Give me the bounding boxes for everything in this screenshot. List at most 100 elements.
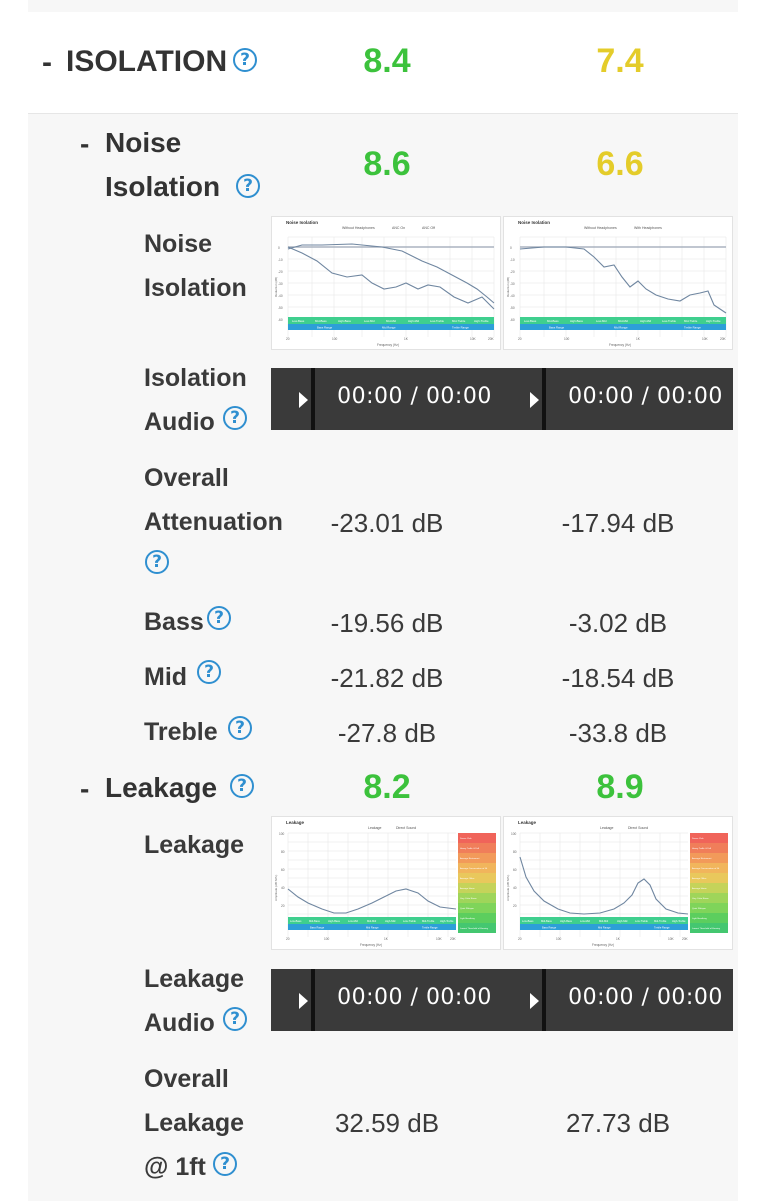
leakage-graph-b[interactable]: Leakage Leakage Direct Sound 100 80 60 4… xyxy=(503,816,733,950)
leak-b-xtick: 20 xyxy=(518,937,522,941)
leak-a-ytick: 20 xyxy=(281,904,285,908)
leak-a-range: Bass Range xyxy=(310,926,325,930)
leak-b-band: Low-Treble xyxy=(635,919,648,923)
graph-b-band: High-Mid xyxy=(640,319,652,323)
treble-help-icon[interactable]: ? xyxy=(228,716,252,740)
isolation-audio-help-icon[interactable]: ? xyxy=(223,406,247,430)
graph-b-ytick: -20 xyxy=(510,270,515,274)
mid-help-icon[interactable]: ? xyxy=(197,660,221,684)
leakage-graph-a-svg: Leakage Leakage Direct Sound 100 80 60 4… xyxy=(274,820,496,947)
isolation-audio-player-b[interactable]: 00:00 / 00:00 xyxy=(502,368,733,430)
leak-b-ytick: 20 xyxy=(513,904,517,908)
isolation-audio-player: 00:00 / 00:00 00:00 / 00:00 xyxy=(271,368,733,430)
leak-a-ytick: 80 xyxy=(281,850,285,854)
leak-a-range: Mid Range xyxy=(366,926,379,930)
collapse-isolation-toggle[interactable]: - xyxy=(42,46,52,79)
leak-b-band: High-Bass xyxy=(560,919,573,923)
leakage-audio-help-icon[interactable]: ? xyxy=(223,1007,247,1031)
graph-a-band: Mid-Bass xyxy=(315,319,327,323)
leakage-audio-player-a[interactable]: 00:00 / 00:00 xyxy=(271,969,502,1031)
graph-b-ytick: -60 xyxy=(510,318,515,322)
graph-b-band: High-Bass xyxy=(570,319,584,323)
overall-leakage-value-a: 32.59 dB xyxy=(334,1108,440,1138)
noise-isolation-graph-b-svg: Noise Isolation Without Headphones With … xyxy=(506,220,727,347)
graph-b-ytick: -50 xyxy=(510,306,515,310)
leakage-title[interactable]: Leakage xyxy=(105,772,218,803)
graph-b-legend-1: Without Headphones xyxy=(584,226,617,230)
play-icon[interactable] xyxy=(299,392,308,408)
overall-attenuation-value-a: -23.01 dB xyxy=(330,508,444,538)
graph-a-ytick: -30 xyxy=(278,282,283,286)
leak-a-scale-label: Heavy Traffic & Drill xyxy=(460,847,480,850)
collapse-noise-isolation-toggle[interactable]: - xyxy=(80,128,90,159)
leak-a-band-strip xyxy=(288,917,456,930)
leak-b-xtick: 20K xyxy=(682,937,689,941)
panel-top-strip xyxy=(28,0,738,12)
leak-a-xtick: 20 xyxy=(286,937,290,941)
leakage-score-a: 8.2 xyxy=(363,768,411,806)
progress-handle[interactable] xyxy=(311,969,315,1031)
bass-help-icon[interactable]: ? xyxy=(207,606,231,630)
leak-b-scale-label: Very Calm Room xyxy=(692,897,709,900)
graph-b-xtick: 1K xyxy=(636,337,641,341)
leak-a-band: Mid-Treble xyxy=(422,919,435,923)
leak-a-band: Low-Bass xyxy=(290,919,302,923)
graph-a-xtick: 100 xyxy=(332,337,338,341)
graph-b-xtick: 20 xyxy=(518,337,522,341)
noise-isolation-graph-b[interactable]: Noise Isolation Without Headphones With … xyxy=(503,216,733,350)
leak-b-band: Mid-Mid xyxy=(599,919,609,923)
noise-isolation-graph-label-1: Noise xyxy=(144,230,213,258)
leak-a-scale-label: Dense Club xyxy=(460,838,472,840)
graph-b-ytick: -40 xyxy=(510,294,515,298)
graph-a-y-ticks: 0 -10 -20 -30 -40 -50 -60 xyxy=(278,246,283,322)
treble-value-a: -27.8 dB xyxy=(337,718,437,748)
noise-isolation-title-1[interactable]: Noise xyxy=(105,127,182,158)
noise-isolation-graph-a[interactable]: Noise Isolation Without Headphones ANC O… xyxy=(271,216,501,350)
noise-isolation-title-2[interactable]: Isolation xyxy=(105,171,221,202)
leak-b-band: Low-Mid xyxy=(580,919,590,923)
graph-a-ytick: -20 xyxy=(278,270,283,274)
graph-a-band: Low-Bass xyxy=(292,319,305,323)
leakage-audio-player-b[interactable]: 00:00 / 00:00 xyxy=(502,969,733,1031)
leak-a-band: Low-Treble xyxy=(403,919,416,923)
leak-a-xtick: 20K xyxy=(450,937,457,941)
isolation-audio-player-a[interactable]: 00:00 / 00:00 xyxy=(271,368,502,430)
leak-a-xlabel: Frequency (Hz) xyxy=(360,943,382,947)
leak-b-range: Bass Range xyxy=(542,926,557,930)
treble-label: Treble xyxy=(144,718,218,746)
graph-a-anc-off-line xyxy=(287,246,495,310)
bass-label: Bass xyxy=(144,608,204,636)
leak-a-scale-label: Average Conversation at 3ft xyxy=(460,867,487,870)
leakage-help-icon[interactable]: ? xyxy=(230,774,254,798)
leak-b-ytick: 40 xyxy=(513,886,517,890)
isolation-audio-label-2: Audio xyxy=(144,408,215,436)
progress-handle[interactable] xyxy=(542,969,546,1031)
leak-b-scale-label: Average Home xyxy=(692,887,707,890)
leak-b-scale-label: Average Office xyxy=(692,877,707,880)
leak-a-xtick: 100 xyxy=(324,937,330,941)
collapse-leakage-toggle[interactable]: - xyxy=(80,773,90,804)
graph-b-band: Mid-Bass xyxy=(547,319,559,323)
progress-handle[interactable] xyxy=(542,368,546,430)
noise-isolation-help-icon[interactable]: ? xyxy=(236,174,260,198)
isolation-title[interactable]: ISOLATION xyxy=(66,45,228,78)
audio-time-readout: 00:00 / 00:00 xyxy=(337,384,492,409)
play-icon[interactable] xyxy=(530,392,539,408)
graph-a-xlabel: Frequency (Hz) xyxy=(377,343,399,347)
play-icon[interactable] xyxy=(530,993,539,1009)
leakage-graph-a[interactable]: Leakage Leakage Direct Sound 100 80 60 4… xyxy=(271,816,501,950)
leak-a-band: High-Bass xyxy=(328,919,341,923)
progress-handle[interactable] xyxy=(311,368,315,430)
graph-b-range: Treble Range xyxy=(684,326,701,330)
graph-a-xtick: 20 xyxy=(286,337,290,341)
overall-attenuation-label-2: Attenuation xyxy=(144,508,283,536)
leak-b-xtick: 10K xyxy=(668,937,675,941)
graph-a-legend-1: Without Headphones xyxy=(342,226,375,230)
graph-a-range: Bass Range xyxy=(317,326,333,330)
overall-leakage-help-icon[interactable]: ? xyxy=(213,1152,237,1176)
isolation-help-icon[interactable]: ? xyxy=(233,48,257,72)
graph-a-xtick: 20K xyxy=(488,337,495,341)
play-icon[interactable] xyxy=(299,993,308,1009)
overall-attenuation-help-icon[interactable]: ? xyxy=(145,550,169,574)
graph-a-band: Mid-Mid xyxy=(386,319,396,323)
